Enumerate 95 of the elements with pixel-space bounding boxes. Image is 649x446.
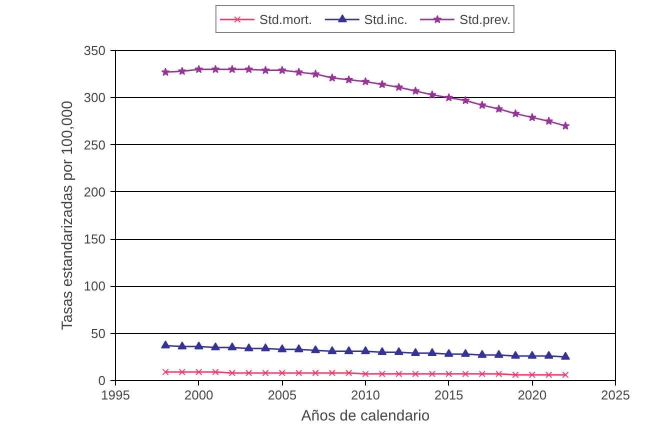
point	[344, 75, 354, 84]
point	[412, 370, 419, 378]
point	[478, 370, 486, 378]
point	[478, 350, 487, 358]
point	[361, 77, 370, 86]
point	[528, 372, 536, 378]
x-tick-label: 2025	[601, 388, 630, 402]
point	[462, 370, 469, 378]
point	[494, 104, 504, 113]
point	[211, 342, 220, 350]
point	[562, 372, 569, 378]
point	[496, 370, 502, 378]
point	[446, 370, 452, 378]
point	[461, 348, 470, 357]
point	[312, 370, 319, 376]
point	[228, 64, 236, 74]
point	[444, 93, 454, 102]
point	[161, 340, 170, 348]
point	[196, 368, 202, 376]
point	[378, 370, 386, 378]
y-tick-label: 250	[84, 137, 106, 152]
point	[194, 64, 204, 74]
point	[346, 370, 352, 376]
point	[428, 90, 436, 99]
y-tick-label: 200	[84, 184, 106, 200]
point	[362, 370, 369, 378]
point	[311, 70, 320, 78]
point	[296, 370, 302, 376]
point	[546, 372, 552, 378]
point	[228, 370, 236, 376]
point	[378, 347, 387, 356]
point	[278, 370, 286, 376]
point	[178, 368, 186, 376]
point	[161, 68, 170, 76]
point	[411, 348, 420, 356]
legend-label: Std.inc.	[364, 12, 408, 26]
y-axis-title: Tasas estandarizadas por 100,000	[58, 100, 76, 330]
point	[428, 348, 437, 356]
y-tick-label: 350	[84, 43, 106, 58]
point	[544, 116, 554, 125]
point	[494, 350, 504, 358]
point	[411, 86, 420, 95]
point	[212, 368, 219, 376]
point	[178, 341, 187, 350]
point	[511, 350, 520, 359]
point	[262, 370, 269, 376]
point	[328, 346, 337, 354]
point	[444, 348, 454, 357]
point	[178, 66, 186, 75]
x-tick-label: 2020	[518, 388, 547, 402]
point	[162, 368, 169, 376]
point	[211, 64, 220, 74]
x-tick-label: 2010	[351, 388, 380, 402]
x-tick-label: 1995	[101, 388, 130, 402]
y-tick-label: 150	[84, 232, 106, 247]
point	[511, 109, 520, 118]
point	[512, 372, 519, 378]
point	[244, 343, 254, 352]
point	[261, 66, 270, 74]
point	[561, 121, 570, 130]
point	[478, 100, 486, 109]
point	[246, 370, 252, 376]
point	[294, 344, 304, 352]
x-tick-label: 2015	[434, 388, 464, 402]
point	[328, 73, 336, 82]
point	[311, 345, 320, 354]
point	[361, 346, 370, 354]
point	[461, 96, 470, 104]
x-axis-title: Años de calendario	[301, 408, 430, 424]
point	[394, 82, 404, 92]
point	[344, 346, 354, 354]
point	[278, 66, 286, 74]
point	[428, 370, 436, 378]
legend-label: Std.prev.	[460, 12, 511, 26]
point	[378, 80, 386, 88]
x-tick-label: 2005	[268, 388, 297, 402]
point	[394, 347, 404, 356]
point	[528, 350, 537, 359]
point	[261, 343, 270, 352]
legend-label: Std.mort.	[259, 12, 312, 26]
point	[528, 112, 536, 122]
point	[396, 370, 402, 378]
point	[194, 341, 204, 350]
y-tick-label: 100	[84, 278, 106, 294]
point	[328, 370, 336, 376]
y-tick-label: 50	[91, 326, 106, 341]
point	[228, 342, 237, 350]
point	[294, 68, 304, 76]
point	[244, 64, 254, 74]
point	[561, 352, 570, 360]
x-tick-label: 2000	[184, 388, 214, 402]
point	[544, 350, 554, 359]
y-tick-label: 0	[98, 373, 106, 388]
point	[278, 344, 287, 352]
y-tick-label: 300	[84, 90, 106, 106]
